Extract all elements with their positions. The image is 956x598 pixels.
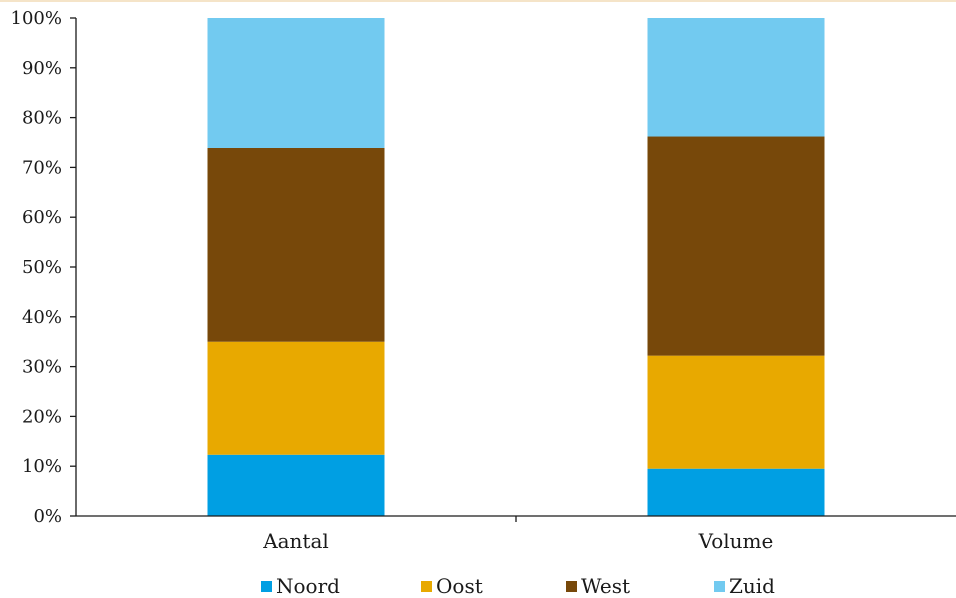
x-category-label: Volume [698,529,774,553]
legend-swatch-zuid [714,581,725,592]
bar-aantal-zuid [207,18,385,148]
y-tick-label: 70% [22,157,62,178]
y-tick-label: 80% [22,108,62,129]
y-tick-label: 60% [22,207,62,228]
bar-volume-zuid [647,18,825,137]
bar-aantal-west [207,147,385,342]
legend-label-oost: Oost [436,574,483,598]
y-tick-label: 0% [33,506,62,527]
bar-volume-noord [647,468,825,516]
x-labels-layer: Aantal Volume [262,516,773,553]
bar-aantal-noord [207,454,385,516]
legend-label-noord: Noord [276,574,340,598]
bar-aantal-oost [207,341,385,455]
y-tick-label: 10% [22,456,62,477]
legend-swatch-noord [261,581,272,592]
y-tick-label: 40% [22,307,62,328]
y-tick-label: 20% [22,406,62,427]
y-tick-label: 100% [11,8,62,29]
legend-label-zuid: Zuid [729,574,775,598]
bar-volume-oost [647,355,825,469]
y-tick-label: 90% [22,58,62,79]
legend-swatch-oost [421,581,432,592]
legend: Noord Oost West Zuid [261,574,775,598]
y-ticks-layer: 0% 10% 20% 30% 40% 50% 60% 70% 80% 90% 100% [11,8,76,527]
bars-layer [207,18,825,516]
bar-volume-west [647,136,825,356]
y-tick-label: 50% [22,257,62,278]
legend-label-west: West [581,574,630,598]
top-rule [0,0,956,2]
legend-swatch-west [566,581,577,592]
x-category-label: Aantal [262,529,329,553]
y-tick-label: 30% [22,357,62,378]
